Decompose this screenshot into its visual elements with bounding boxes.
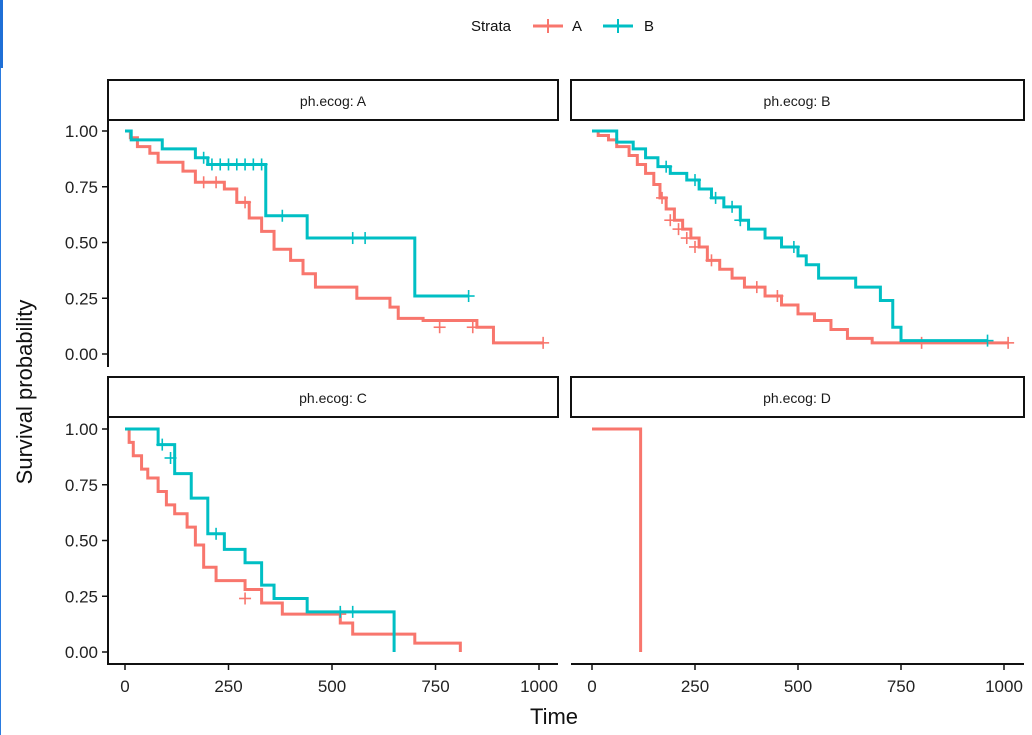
y-ticks: 0.00 0.25 0.50 0.75 1.00 0.00 0.25 0.50 0.75 1.00: [65, 122, 108, 662]
strip-panel-a: [107, 79, 559, 121]
survival-curve-a: [592, 129, 1009, 345]
survival-curve-b: [125, 129, 469, 298]
x-axis-title: Time: [530, 704, 578, 729]
strip-panel-d: [570, 376, 1025, 418]
x-tick-label: 1000: [985, 677, 1023, 696]
strip-label-d: ph.ecog: D: [763, 390, 831, 406]
survival-curve-a: [592, 427, 643, 652]
x-tick-label: 250: [681, 677, 709, 696]
y-tick-label: 0.25: [65, 587, 98, 606]
window-edge-line: [0, 68, 1, 735]
survival-curve-a: [125, 427, 462, 652]
y-tick-label: 0.75: [65, 178, 98, 197]
strip-label-b: ph.ecog: B: [764, 93, 831, 109]
y-tick-label: 0.00: [65, 345, 98, 364]
strip-label-a: ph.ecog: A: [300, 93, 367, 109]
window-edge-accent: [0, 0, 3, 68]
y-tick-label: 0.50: [65, 532, 98, 551]
y-tick-label: 1.00: [65, 122, 98, 141]
y-tick-label: 0.50: [65, 234, 98, 253]
y-tick-label: 0.25: [65, 289, 98, 308]
x-ticks: 0 250 500 750 1000 0 250 500 750 1000: [120, 664, 1023, 696]
survival-curve-b: [592, 129, 988, 343]
y-axis-title: Survival probability: [12, 300, 37, 485]
x-tick-label: 1000: [520, 677, 558, 696]
strip-label-c: ph.ecog: C: [299, 390, 367, 406]
strip-panel-b: [570, 79, 1025, 121]
survival-curves: [125, 129, 1015, 652]
survival-curve-b: [125, 427, 396, 652]
x-tick-label: 500: [318, 677, 346, 696]
y-tick-label: 0.75: [65, 476, 98, 495]
y-tick-label: 1.00: [65, 420, 98, 439]
legend: Strata A B: [471, 18, 654, 35]
y-tick-label: 0.00: [65, 643, 98, 662]
legend-label-b: B: [644, 18, 654, 35]
legend-label-a: A: [572, 18, 582, 35]
x-tick-label: 250: [214, 677, 242, 696]
x-tick-label: 500: [784, 677, 812, 696]
survival-curve-a: [125, 129, 544, 345]
x-tick-label: 750: [421, 677, 449, 696]
legend-title: Strata: [471, 18, 512, 35]
x-tick-label: 0: [587, 677, 596, 696]
strip-panel-c: [107, 376, 559, 418]
x-tick-label: 750: [887, 677, 915, 696]
x-tick-label: 0: [120, 677, 129, 696]
